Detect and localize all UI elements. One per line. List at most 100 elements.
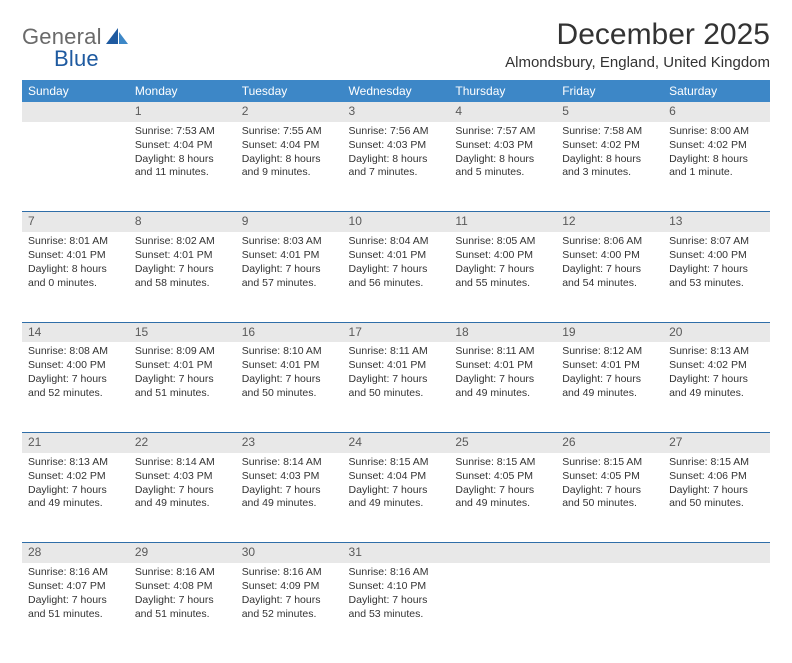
- sunset-text: Sunset: 4:01 PM: [135, 249, 230, 263]
- day-number: 4: [449, 102, 556, 122]
- day-number: 1: [129, 102, 236, 122]
- day-number: 11: [449, 212, 556, 232]
- day-number: 23: [236, 432, 343, 452]
- sunrise-text: Sunrise: 8:15 AM: [562, 456, 657, 470]
- daylight-text: Daylight: 7 hours and 54 minutes.: [562, 263, 657, 291]
- sunset-text: Sunset: 4:01 PM: [242, 359, 337, 373]
- sunset-text: Sunset: 4:03 PM: [455, 139, 550, 153]
- daylight-text: Daylight: 7 hours and 50 minutes.: [562, 484, 657, 512]
- day-number: 15: [129, 322, 236, 342]
- day-cell: Sunrise: 8:12 AMSunset: 4:01 PMDaylight:…: [556, 342, 663, 432]
- daylight-text: Daylight: 8 hours and 7 minutes.: [349, 153, 444, 181]
- sunrise-text: Sunrise: 8:01 AM: [28, 235, 123, 249]
- day-cell: Sunrise: 8:13 AMSunset: 4:02 PMDaylight:…: [663, 342, 770, 432]
- sunset-text: Sunset: 4:02 PM: [669, 139, 764, 153]
- day-number: 22: [129, 432, 236, 452]
- sunrise-text: Sunrise: 8:08 AM: [28, 345, 123, 359]
- weekday-col: Thursday: [449, 80, 556, 102]
- daylight-text: Daylight: 7 hours and 49 minutes.: [28, 484, 123, 512]
- daylight-text: Daylight: 7 hours and 58 minutes.: [135, 263, 230, 291]
- daylight-text: Daylight: 8 hours and 9 minutes.: [242, 153, 337, 181]
- sunrise-text: Sunrise: 8:16 AM: [135, 566, 230, 580]
- sunset-text: Sunset: 4:03 PM: [135, 470, 230, 484]
- day-number: 13: [663, 212, 770, 232]
- sunrise-text: Sunrise: 8:11 AM: [349, 345, 444, 359]
- month-title: December 2025: [505, 18, 770, 52]
- sunset-text: Sunset: 4:01 PM: [349, 249, 444, 263]
- day-number: 28: [22, 543, 129, 563]
- day-cell: Sunrise: 8:02 AMSunset: 4:01 PMDaylight:…: [129, 232, 236, 322]
- day-number: [449, 543, 556, 563]
- day-number: 27: [663, 432, 770, 452]
- sunrise-text: Sunrise: 8:13 AM: [669, 345, 764, 359]
- daylight-text: Daylight: 7 hours and 51 minutes.: [135, 594, 230, 622]
- day-number: 2: [236, 102, 343, 122]
- day-cell: Sunrise: 8:06 AMSunset: 4:00 PMDaylight:…: [556, 232, 663, 322]
- daylight-text: Daylight: 8 hours and 11 minutes.: [135, 153, 230, 181]
- sunset-text: Sunset: 4:00 PM: [562, 249, 657, 263]
- day-cell: Sunrise: 8:03 AMSunset: 4:01 PMDaylight:…: [236, 232, 343, 322]
- weekday-col: Saturday: [663, 80, 770, 102]
- day-number: [22, 102, 129, 122]
- day-number: 6: [663, 102, 770, 122]
- day-number: 16: [236, 322, 343, 342]
- title-block: December 2025 Almondsbury, England, Unit…: [505, 18, 770, 71]
- sunset-text: Sunset: 4:01 PM: [455, 359, 550, 373]
- day-cell: Sunrise: 8:16 AMSunset: 4:09 PMDaylight:…: [236, 563, 343, 653]
- sunset-text: Sunset: 4:07 PM: [28, 580, 123, 594]
- day-cell: Sunrise: 8:07 AMSunset: 4:00 PMDaylight:…: [663, 232, 770, 322]
- sunrise-text: Sunrise: 8:15 AM: [455, 456, 550, 470]
- sunset-text: Sunset: 4:01 PM: [28, 249, 123, 263]
- content-row: Sunrise: 8:08 AMSunset: 4:00 PM Daylight:…: [22, 342, 770, 432]
- daylight-text: Daylight: 7 hours and 50 minutes.: [242, 373, 337, 401]
- day-cell: Sunrise: 8:16 AMSunset: 4:08 PMDaylight:…: [129, 563, 236, 653]
- sunset-text: Sunset: 4:04 PM: [135, 139, 230, 153]
- day-number: 12: [556, 212, 663, 232]
- sunset-text: Sunset: 4:00 PM: [28, 359, 123, 373]
- day-cell: Sunrise: 8:14 AMSunset: 4:03 PMDaylight:…: [236, 453, 343, 543]
- day-cell: Sunrise: 8:13 AMSunset: 4:02 PMDaylight:…: [22, 453, 129, 543]
- day-number: 3: [343, 102, 450, 122]
- sunset-text: Sunset: 4:05 PM: [455, 470, 550, 484]
- sunrise-text: Sunrise: 8:11 AM: [455, 345, 550, 359]
- day-cell: Sunrise: 8:09 AMSunset: 4:01 PMDaylight:…: [129, 342, 236, 432]
- daylight-text: Daylight: 7 hours and 49 minutes.: [242, 484, 337, 512]
- sunrise-text: Sunrise: 8:06 AM: [562, 235, 657, 249]
- content-row: Sunrise: 8:16 AM Sunset: 4:07 PM Daylight:…: [22, 563, 770, 653]
- sunrise-text: Sunrise: 7:53 AM: [135, 125, 230, 139]
- location-text: Almondsbury, England, United Kingdom: [505, 54, 770, 71]
- sunrise-text: Sunrise: 8:14 AM: [135, 456, 230, 470]
- day-number: [663, 543, 770, 563]
- day-cell: Sunrise: 7:53 AMSunset: 4:04 PMDaylight:…: [129, 122, 236, 212]
- day-number: 7: [22, 212, 129, 232]
- day-cell: [22, 122, 129, 212]
- sunset-text: Sunset: 4:00 PM: [455, 249, 550, 263]
- day-number: 24: [343, 432, 450, 452]
- day-number: 17: [343, 322, 450, 342]
- day-number: 30: [236, 543, 343, 563]
- daylight-text: Daylight: 8 hours and 0 minutes.: [28, 263, 123, 291]
- day-number: 14: [22, 322, 129, 342]
- sunrise-text: Sunrise: 8:02 AM: [135, 235, 230, 249]
- content-row: Sunrise: 8:01 AMSunset: 4:01 PMDaylight:…: [22, 232, 770, 322]
- sunset-text: Sunset: 4:02 PM: [562, 139, 657, 153]
- day-number: 18: [449, 322, 556, 342]
- sunset-text: Sunset: 4:03 PM: [242, 470, 337, 484]
- daylight-text: Daylight: 7 hours and 49 minutes.: [455, 373, 550, 401]
- daylight-text: Daylight: 8 hours and 5 minutes.: [455, 153, 550, 181]
- daynum-row: 14151617181920: [22, 322, 770, 342]
- sunrise-text: Sunrise: 8:05 AM: [455, 235, 550, 249]
- day-number: 8: [129, 212, 236, 232]
- sunrise-text: Sunrise: 8:00 AM: [669, 125, 764, 139]
- sunset-text: Sunset: 4:02 PM: [669, 359, 764, 373]
- calendar-table: Sunday Monday Tuesday Wednesday Thursday…: [22, 80, 770, 653]
- day-cell: Sunrise: 8:16 AMSunset: 4:10 PMDaylight:…: [343, 563, 450, 653]
- content-row: Sunrise: 8:13 AMSunset: 4:02 PMDaylight:…: [22, 453, 770, 543]
- sunrise-text: Sunrise: 8:07 AM: [669, 235, 764, 249]
- sunset-text: Sunset: 4:09 PM: [242, 580, 337, 594]
- weekday-col: Tuesday: [236, 80, 343, 102]
- day-number: 29: [129, 543, 236, 563]
- sunset-text: Sunset: 4:01 PM: [242, 249, 337, 263]
- sunset-text: Sunset: 4:04 PM: [349, 470, 444, 484]
- sunset-text: Sunset: 4:01 PM: [562, 359, 657, 373]
